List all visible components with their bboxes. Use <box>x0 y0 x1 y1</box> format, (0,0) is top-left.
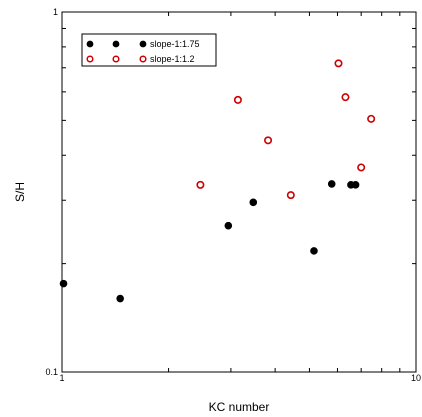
legend-box <box>81 33 217 67</box>
data-point-series-1 <box>224 221 233 230</box>
x-tick-label-min: 1 <box>59 373 64 383</box>
data-point-series-1 <box>116 294 124 303</box>
data-point-series-2 <box>233 95 242 104</box>
legend-marker-series-1 <box>139 40 147 48</box>
data-point-series-2 <box>196 180 205 189</box>
y-tick-label-min: 0.1 <box>45 367 58 377</box>
legend-marker-series-2 <box>112 55 120 63</box>
data-point-series-1 <box>249 198 258 207</box>
data-point-series-2 <box>341 93 350 102</box>
legend-markers <box>86 40 147 63</box>
legend-marker-series-2 <box>86 55 94 63</box>
data-point-series-2 <box>357 163 366 172</box>
axis-ticks <box>61 11 417 373</box>
y-tick-label-max: 1 <box>53 7 58 17</box>
data-point-series-2 <box>286 191 295 200</box>
data-point-series-2 <box>334 59 343 68</box>
x-tick-label-max: 10 <box>411 373 421 383</box>
x-axis-title: KC number <box>209 400 270 414</box>
data-point-series-1 <box>351 181 360 189</box>
data-point-series-1 <box>327 180 336 188</box>
data-points <box>59 59 376 303</box>
legend-label-series-1: slope-1:1.75 <box>150 39 200 49</box>
data-point-series-2 <box>367 114 376 123</box>
data-point-series-1 <box>59 279 68 288</box>
legend: slope-1:1.75 slope-1:1.2 <box>81 33 217 67</box>
y-axis-title: S/H <box>13 182 27 202</box>
legend-marker-series-2 <box>139 55 147 63</box>
legend-marker-series-1 <box>112 40 120 48</box>
plot-frame <box>61 11 417 373</box>
legend-label-series-2: slope-1:1.2 <box>150 54 195 64</box>
legend-marker-series-1 <box>86 40 94 48</box>
data-point-series-1 <box>310 247 318 255</box>
data-point-series-2 <box>264 136 273 145</box>
